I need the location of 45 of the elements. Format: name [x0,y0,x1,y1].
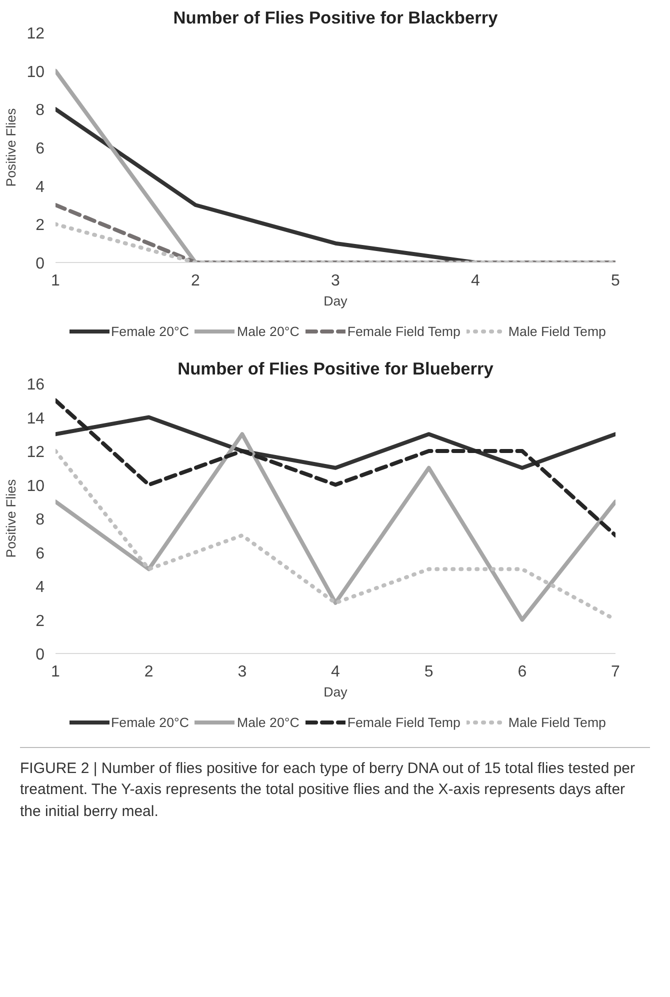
x-tick-label: 2 [144,664,154,680]
y-tick-label: 6 [36,140,45,158]
x-tick-label: 6 [518,664,527,680]
x-axis-title: Day [324,294,348,308]
x-tick-label: 7 [611,664,620,680]
y-tick-label: 2 [36,612,45,630]
x-tick-label: 1 [51,272,60,290]
legend-label: Female Field Temp [347,324,460,338]
x-tick-label: 3 [331,272,340,290]
y-tick-label: 0 [36,256,45,272]
y-tick-label: 6 [36,545,45,562]
line-series [56,398,616,538]
y-tick-label: 10 [26,64,45,81]
y-tick-label: 8 [36,102,45,120]
y-tick-label: 14 [26,410,45,428]
x-axis-title: Day [324,684,348,700]
x-tick-label: 5 [611,272,620,290]
y-tick-label: 4 [36,178,45,196]
legend-label: Female Field Temp [347,714,460,730]
y-axis-title: Positive Flies [4,478,19,558]
y-tick-label: 4 [36,579,45,596]
y-axis-title: Positive Flies [4,108,19,187]
x-tick-label: 3 [238,664,247,680]
y-tick-label: 0 [36,646,45,664]
legend-label: Male 20°C [236,324,300,338]
chart-title: Number of Flies Positive for Blueberry [178,358,494,378]
x-tick-label: 5 [424,664,434,680]
caption: FIGURE 2 | Number of flies positive for each type of berry DNA out of 15 total flies tested per treatment. The Y-axis represents the total positive flies and the X-axis represents days after the initial berry meal. [20,759,636,822]
y-tick-label: 8 [36,512,45,528]
legend-label: Female 20°C [111,324,189,338]
y-tick-label: 12 [26,26,45,42]
legend-label: Male 20°C [236,714,300,730]
x-tick-label: 4 [331,664,340,680]
x-tick-label: 4 [471,272,480,290]
line-series [56,415,616,470]
x-tick-label: 1 [51,664,60,680]
legend-label: Male Field Temp [508,714,606,730]
x-tick-label: 2 [191,272,200,290]
y-tick-label: 12 [26,444,45,461]
chart-title: Number of Flies Positive for Blackberry [173,8,498,28]
y-tick-label: 10 [26,478,45,495]
y-tick-label: 16 [26,376,45,394]
y-tick-label: 2 [36,217,45,234]
legend-label: Female 20°C [111,714,189,730]
legend-label: Male Field Temp [508,324,606,338]
